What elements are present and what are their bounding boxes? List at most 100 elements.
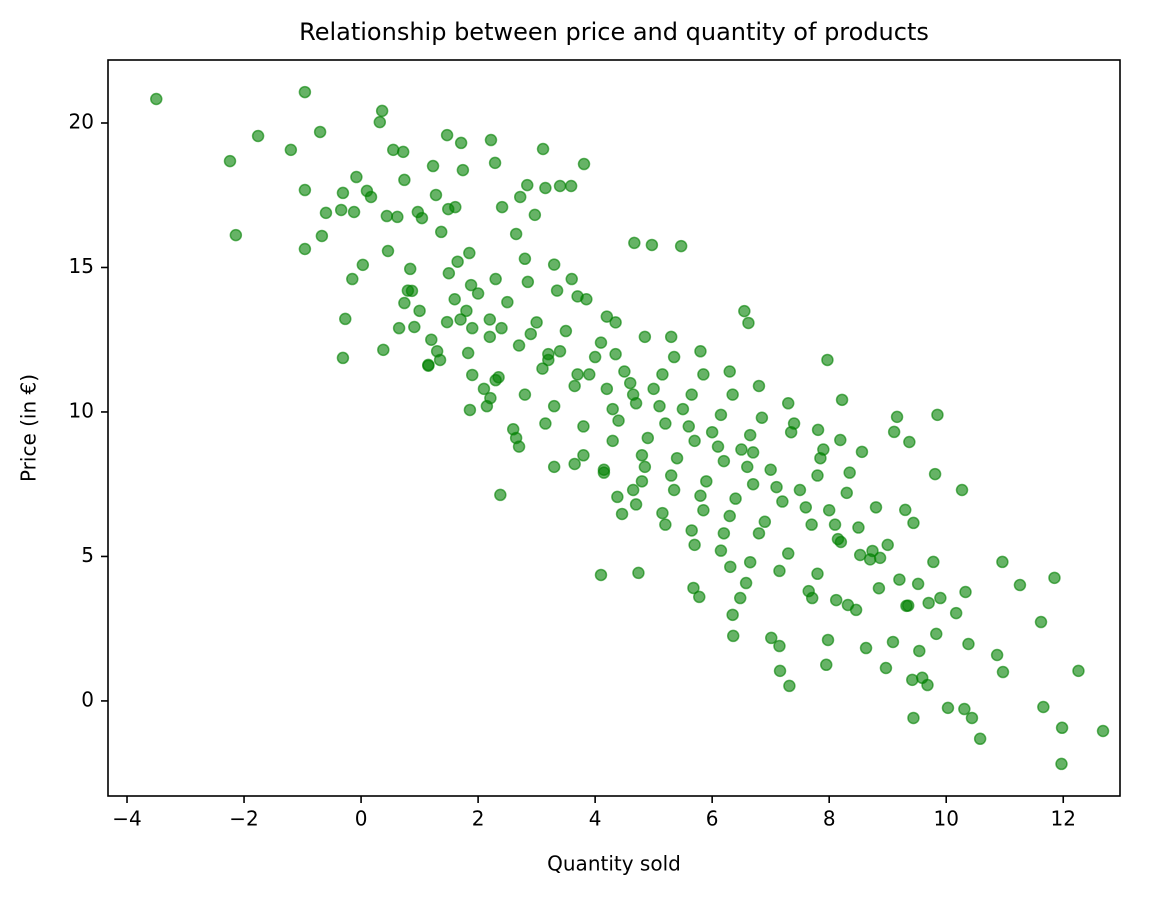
point	[693, 590, 706, 604]
point	[793, 483, 807, 497]
point	[840, 486, 853, 500]
point	[903, 435, 916, 449]
point	[958, 702, 971, 716]
point	[284, 143, 298, 157]
point	[583, 368, 596, 381]
point	[364, 190, 378, 204]
point	[547, 258, 561, 271]
point	[907, 711, 920, 725]
point	[408, 320, 421, 334]
point	[835, 393, 849, 407]
point	[733, 591, 747, 605]
point	[1034, 615, 1048, 629]
point	[729, 492, 742, 505]
point	[448, 293, 461, 306]
point	[350, 170, 363, 184]
point	[391, 210, 404, 224]
point	[536, 142, 550, 156]
point	[863, 553, 877, 566]
point	[653, 399, 666, 413]
point	[298, 85, 312, 99]
point	[553, 179, 567, 193]
point	[465, 321, 479, 335]
point	[738, 304, 751, 318]
point	[623, 376, 637, 390]
y-tick-label: 10	[69, 398, 94, 422]
point	[454, 313, 467, 326]
point	[834, 433, 847, 447]
point	[375, 104, 389, 118]
point	[429, 188, 443, 202]
chart-title: Relationship between price and quantity …	[299, 18, 929, 46]
plot-frame	[107, 59, 1121, 797]
point	[465, 368, 479, 382]
point	[949, 606, 963, 620]
point	[667, 350, 681, 364]
point	[611, 490, 624, 504]
point	[726, 388, 739, 401]
point	[339, 312, 352, 326]
point	[629, 498, 643, 511]
point	[1055, 721, 1069, 735]
point	[600, 382, 614, 396]
point	[921, 678, 934, 692]
point	[518, 388, 532, 401]
point	[879, 661, 893, 675]
x-axis-label: Quantity sold	[547, 852, 681, 876]
point	[773, 639, 786, 653]
point	[577, 420, 590, 433]
point	[1096, 724, 1110, 738]
point	[781, 547, 795, 560]
point	[886, 635, 900, 649]
x-tick-label: 4	[589, 807, 602, 831]
point	[539, 417, 552, 430]
point	[694, 489, 707, 503]
x-tick-label: 10	[933, 807, 958, 831]
point	[1013, 578, 1027, 592]
point	[635, 475, 649, 488]
point	[723, 509, 736, 523]
point	[638, 330, 652, 344]
point	[488, 156, 502, 170]
point	[822, 503, 836, 517]
point	[565, 272, 578, 286]
point	[615, 507, 629, 521]
point	[821, 353, 834, 367]
point	[726, 629, 740, 643]
point	[425, 333, 438, 346]
point	[901, 599, 915, 612]
point	[805, 518, 818, 531]
point	[828, 518, 842, 531]
point	[346, 272, 359, 286]
point	[461, 346, 475, 360]
point	[685, 388, 698, 401]
point	[319, 206, 333, 220]
point	[477, 382, 491, 396]
point	[564, 179, 578, 193]
point	[941, 701, 955, 715]
point	[635, 449, 649, 462]
point	[973, 732, 987, 746]
point	[927, 555, 940, 569]
point	[659, 417, 672, 430]
point	[821, 633, 835, 647]
point	[547, 399, 561, 413]
point	[755, 411, 769, 424]
point	[990, 648, 1004, 662]
x-tick-label: 8	[823, 807, 836, 831]
point	[735, 443, 748, 456]
point	[746, 477, 760, 491]
point	[150, 92, 163, 106]
point	[783, 679, 796, 693]
point	[758, 515, 772, 529]
point	[714, 544, 728, 557]
x-tick-label: 12	[1051, 807, 1076, 831]
point	[799, 501, 813, 514]
point	[687, 581, 700, 595]
point	[334, 203, 348, 217]
point	[347, 205, 361, 219]
point	[422, 359, 435, 372]
point	[726, 608, 739, 622]
point	[752, 379, 766, 393]
point	[893, 573, 906, 586]
